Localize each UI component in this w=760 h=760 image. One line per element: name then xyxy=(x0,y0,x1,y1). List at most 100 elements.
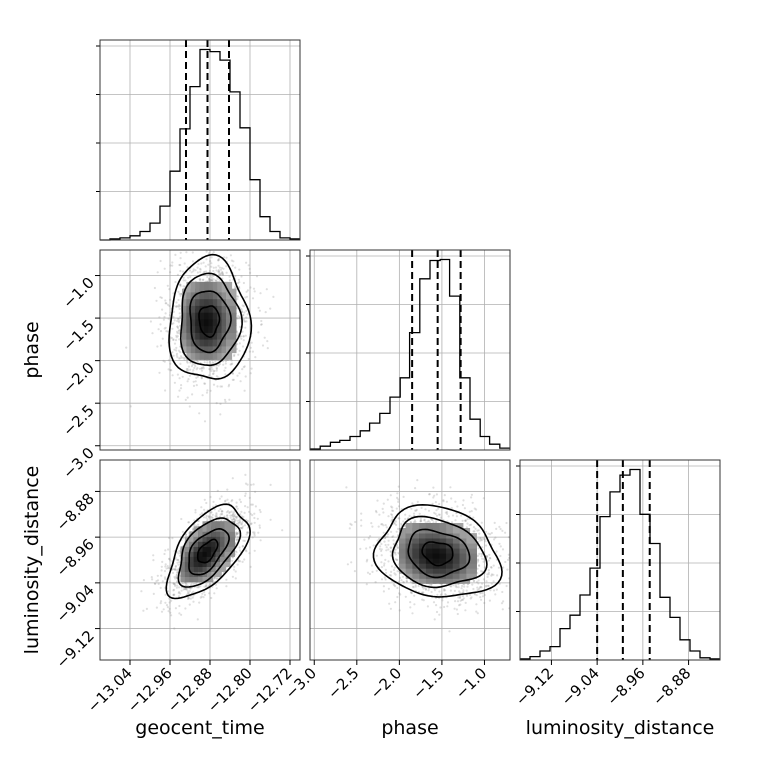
sample-point xyxy=(384,558,387,562)
sample-point xyxy=(211,361,214,364)
sample-point xyxy=(430,518,433,521)
sample-point xyxy=(175,574,178,577)
sample-point xyxy=(231,372,234,375)
sample-point xyxy=(197,585,200,588)
sample-point xyxy=(365,560,368,563)
sample-point xyxy=(428,521,431,524)
sample-point xyxy=(177,395,180,398)
sample-point xyxy=(438,590,441,593)
panel-frame xyxy=(309,249,511,451)
sample-point xyxy=(184,607,187,610)
sample-point xyxy=(215,269,218,272)
sample-point xyxy=(171,327,174,330)
sample-point xyxy=(397,551,400,555)
sample-point xyxy=(367,537,370,540)
sample-point xyxy=(206,518,209,521)
sample-point xyxy=(221,513,224,516)
sample-point xyxy=(236,297,239,301)
sample-point xyxy=(234,577,237,580)
sample-point xyxy=(178,303,181,306)
sample-point xyxy=(360,524,363,527)
sample-point xyxy=(219,272,222,276)
sample-point xyxy=(245,290,248,293)
sample-point xyxy=(422,591,425,594)
sample-point xyxy=(490,574,493,577)
sample-point xyxy=(167,548,170,551)
sample-point xyxy=(402,581,405,584)
sample-point xyxy=(246,531,249,535)
sample-point xyxy=(185,360,189,363)
sample-point xyxy=(173,575,176,579)
sample-point xyxy=(175,346,178,349)
sample-point xyxy=(246,483,249,486)
sample-point xyxy=(393,566,396,569)
contour-3 xyxy=(179,272,243,367)
sample-point xyxy=(177,317,180,320)
sample-point xyxy=(463,583,466,586)
sample-point xyxy=(483,601,486,605)
sample-point xyxy=(505,521,508,525)
sample-point xyxy=(254,505,257,508)
sample-point xyxy=(390,546,393,549)
contour-2 xyxy=(188,527,230,576)
sample-point xyxy=(244,326,247,329)
sample-point xyxy=(444,589,447,592)
sample-point xyxy=(468,524,471,527)
sample-point xyxy=(239,380,242,383)
sample-point xyxy=(167,359,170,362)
sample-point xyxy=(349,522,352,526)
sample-point xyxy=(476,567,479,570)
sample-point xyxy=(186,266,189,269)
sample-point xyxy=(443,494,446,497)
sample-point xyxy=(242,339,245,342)
sample-point xyxy=(172,589,175,592)
sample-point xyxy=(410,507,413,510)
sample-point xyxy=(410,591,413,594)
sample-point xyxy=(156,345,159,348)
sample-point xyxy=(386,533,390,536)
sample-point xyxy=(210,369,213,372)
sample-point xyxy=(217,273,221,276)
sample-point xyxy=(372,544,375,547)
sample-point xyxy=(231,518,234,521)
sample-point xyxy=(140,590,143,593)
sample-point xyxy=(249,286,252,289)
sample-point xyxy=(191,528,195,532)
sample-point xyxy=(348,527,351,530)
sample-point xyxy=(177,329,180,332)
sample-point xyxy=(477,559,480,562)
sample-point xyxy=(371,525,374,528)
sample-point xyxy=(196,271,199,274)
sample-point xyxy=(505,584,508,588)
sample-point xyxy=(477,564,481,567)
sample-point xyxy=(212,275,215,278)
sample-point xyxy=(194,365,197,368)
sample-point xyxy=(244,492,247,495)
sample-point xyxy=(462,499,465,502)
sample-point xyxy=(160,574,163,577)
sample-point xyxy=(176,584,179,587)
sample-point xyxy=(178,263,181,267)
sample-point xyxy=(504,560,507,564)
sample-point xyxy=(178,331,181,334)
sample-point xyxy=(221,272,224,275)
sample-point xyxy=(376,499,379,502)
sample-point xyxy=(169,559,172,562)
sample-point xyxy=(205,250,208,253)
histogram-step-luminosity_distance xyxy=(520,468,720,660)
sample-point xyxy=(166,330,169,333)
sample-point xyxy=(215,402,218,405)
sample-point xyxy=(483,566,486,569)
sample-point xyxy=(236,536,239,539)
sample-point xyxy=(243,511,246,514)
sample-point xyxy=(392,568,396,572)
sample-point xyxy=(176,580,179,583)
sample-point xyxy=(511,554,513,556)
sample-point xyxy=(179,324,182,327)
sample-point xyxy=(240,510,243,513)
sample-point xyxy=(480,538,483,541)
sample-point xyxy=(192,268,195,271)
sample-point xyxy=(237,522,240,525)
sample-point xyxy=(217,264,220,267)
sample-point xyxy=(238,268,241,271)
